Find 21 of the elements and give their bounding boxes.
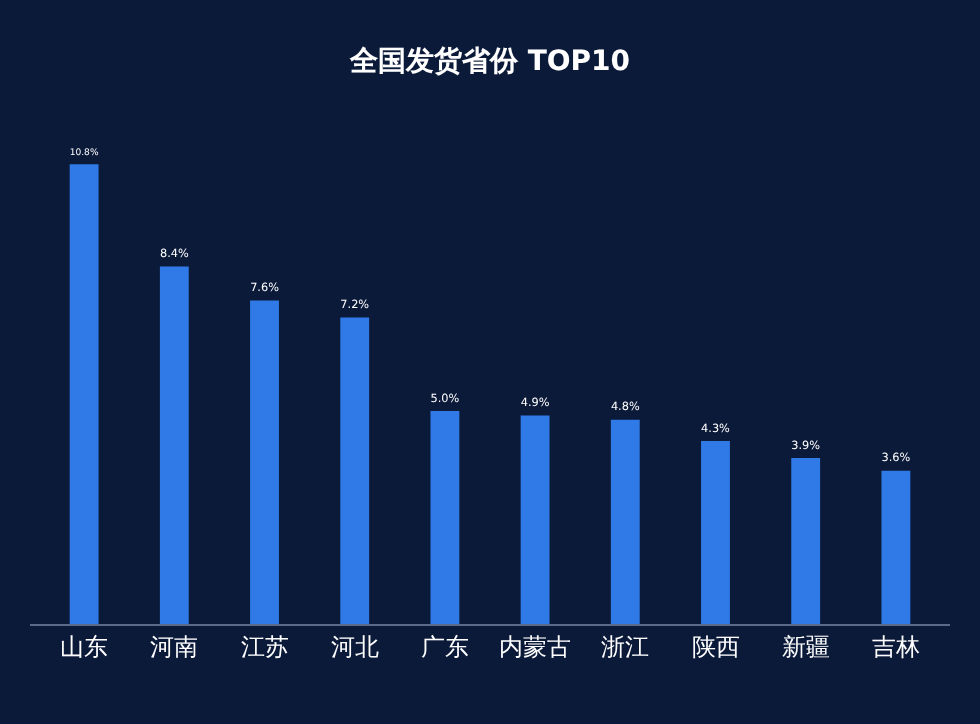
bar xyxy=(520,415,550,624)
bar xyxy=(610,419,640,624)
bar xyxy=(881,470,911,624)
x-tick-label: 江苏 xyxy=(240,632,289,661)
bar xyxy=(430,411,460,624)
x-tick-label: 内蒙古 xyxy=(499,632,572,661)
x-tick-label: 河北 xyxy=(330,632,379,661)
bar xyxy=(701,440,730,624)
x-tick-label: 吉林 xyxy=(871,632,920,661)
x-tick-label: 新疆 xyxy=(781,632,830,661)
bar xyxy=(69,164,99,624)
x-tick-label: 陕西 xyxy=(691,632,740,661)
bar xyxy=(791,457,821,624)
x-tick-label: 河南 xyxy=(150,632,199,661)
x-tick-label: 浙江 xyxy=(601,632,650,661)
bar xyxy=(159,266,189,624)
bar xyxy=(340,317,370,624)
chart-title: 全国发货省份 TOP10 xyxy=(347,46,631,79)
x-tick-label: 广东 xyxy=(420,632,469,661)
x-tick-label: 山东 xyxy=(60,632,109,661)
bar xyxy=(250,300,279,624)
